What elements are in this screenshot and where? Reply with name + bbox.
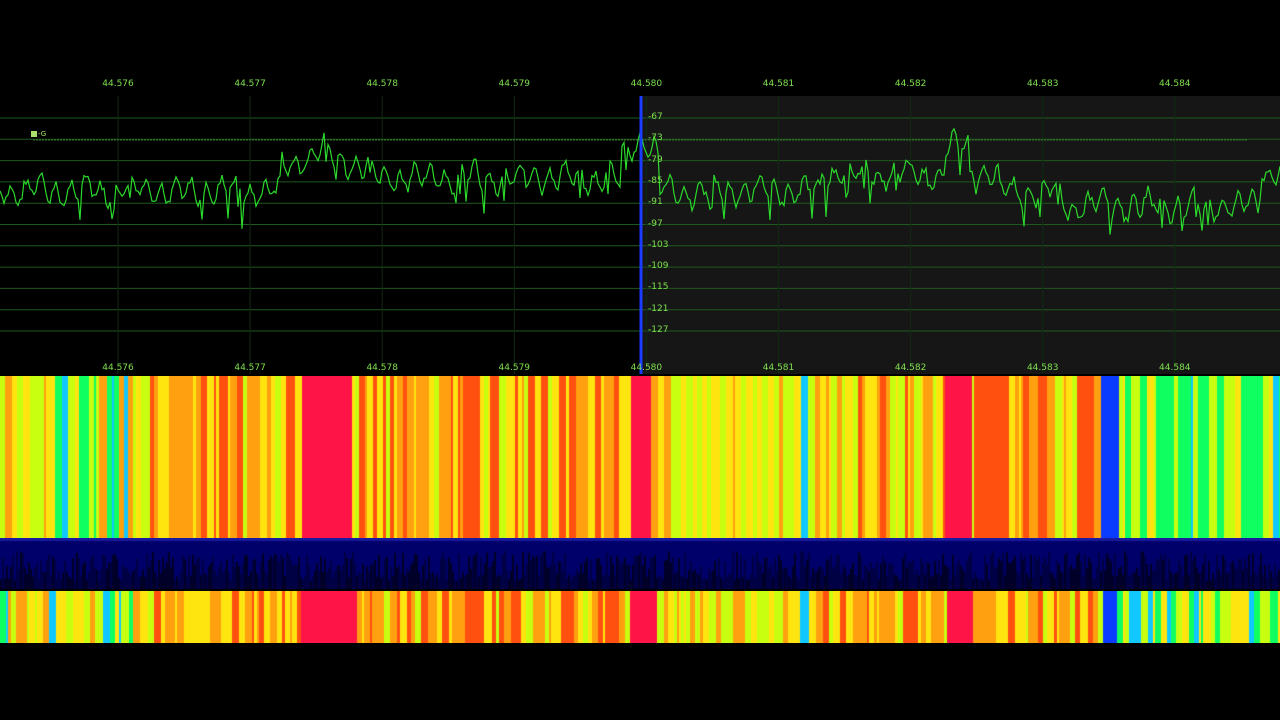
frequency-tick-label: 44.579 [498,79,531,89]
db-tick-label: -73 [648,133,663,144]
frequency-tick-label: 44.581 [762,363,795,373]
frequency-tick-label: 44.584 [1159,363,1191,373]
frequency-tick-label: 44.582 [894,363,927,373]
frequency-tick-label: 44.583 [1026,79,1059,89]
frequency-tick-label: 44.576 [102,363,134,373]
waterfall-display[interactable] [0,376,1280,538]
db-tick-label: -67 [648,112,663,122]
frequency-tick-label: 44.583 [1026,363,1059,373]
db-tick-label: -115 [648,282,669,293]
db-tick-label: -79 [648,154,663,165]
frequency-tick-label: 44.580 [630,79,663,89]
frequency-tick-label: 44.582 [894,79,927,89]
frequency-tick-label: 44.577 [234,363,266,373]
frequency-tick-label: 44.580 [630,363,663,373]
frequency-tick-label: 44.577 [234,79,266,89]
frequency-tick-label: 44.576 [102,79,134,89]
top-frequency-axis: 44.576 44.577 44.578 44.579 44.580 44.581 44.5… [0,79,1280,95]
marker-text: -G [38,130,47,138]
db-tick-label: -91 [648,197,663,208]
frequency-tick-label: 44.581 [762,79,795,89]
spectrum-graph [0,96,1280,374]
db-tick-label: -85 [648,175,663,186]
db-tick-label: -127 [648,325,669,335]
activity-canvas [0,538,1280,589]
waterfall-frequency-axis: 44.576 44.577 44.578 44.579 44.580 44.581 44.5… [0,363,1280,379]
db-tick-label: -103 [648,239,669,250]
marker-square-icon [31,131,37,137]
db-tick-label: -97 [648,218,663,229]
waterfall-history[interactable] [0,591,1280,643]
marker-label[interactable]: -G [31,130,46,138]
waterfall-history-canvas [0,591,1280,643]
frequency-tick-label: 44.584 [1159,79,1191,89]
selected-band-shade [641,96,1280,374]
signal-activity-strip [0,538,1280,589]
spectrum-plot[interactable]: -67 -73 -79 -85 -91 -97 -103 -109 -115 -121 -127 [0,96,1280,374]
frequency-tick-label: 44.578 [366,363,398,373]
frequency-tick-label: 44.579 [498,363,531,373]
frequency-tick-label: 44.578 [366,79,398,89]
waterfall-canvas [0,376,1280,538]
db-tick-label: -121 [648,303,669,314]
db-tick-label: -109 [648,261,669,272]
